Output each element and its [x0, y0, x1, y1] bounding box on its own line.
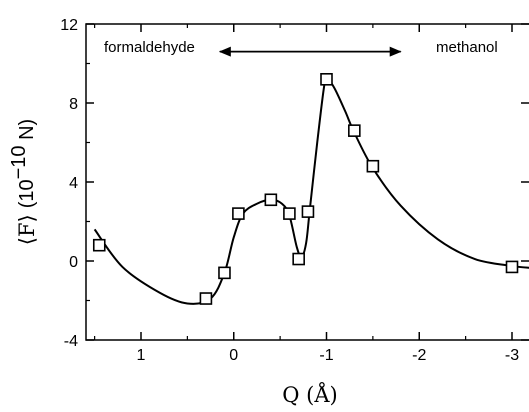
y-tick-label: -4 — [64, 333, 78, 350]
data-point — [92, 238, 106, 252]
data-point — [218, 266, 231, 280]
data-point — [505, 260, 519, 274]
y-tick-label: 8 — [69, 96, 78, 113]
data-point — [283, 207, 296, 220]
y-tick-label: 0 — [69, 254, 78, 271]
y-axis-symbol: ⟨F⟩ — [15, 214, 39, 245]
fit-curve — [93, 78, 529, 305]
data-point — [348, 124, 361, 137]
y-axis-unit-suffix: N) — [16, 119, 38, 146]
data-point — [264, 193, 278, 207]
annotation-methanol: methanol — [436, 39, 498, 56]
data-point — [320, 73, 333, 86]
annotation-formaldehyde: formaldehyde — [104, 39, 195, 56]
x-axis-title: Q (Å) — [282, 382, 337, 407]
axis-ticks — [86, 23, 529, 341]
x-tick-label: 1 — [137, 347, 146, 364]
data-point — [199, 292, 213, 305]
data-point — [301, 205, 315, 218]
plot-frame — [85, 23, 529, 341]
y-axis-title: ⟨F⟩ (10−10 N) — [8, 119, 38, 245]
y-tick-label: 4 — [69, 175, 78, 192]
x-tick-label: -2 — [412, 347, 426, 364]
y-axis-unit-exp: −10 — [8, 145, 30, 179]
x-tick-label: -1 — [319, 347, 333, 364]
y-axis-unit-prefix: (10 — [16, 179, 38, 208]
x-tick-label: 0 — [229, 347, 238, 364]
axis-tick-labels: 1 0 -1 -2 -3 -4 0 4 8 12 — [60, 17, 519, 364]
data-point — [366, 159, 380, 173]
y-tick-label: 12 — [60, 17, 78, 34]
data-point — [232, 207, 245, 220]
data-point — [292, 252, 305, 266]
data-markers — [92, 73, 519, 305]
x-tick-label: -3 — [505, 347, 519, 364]
